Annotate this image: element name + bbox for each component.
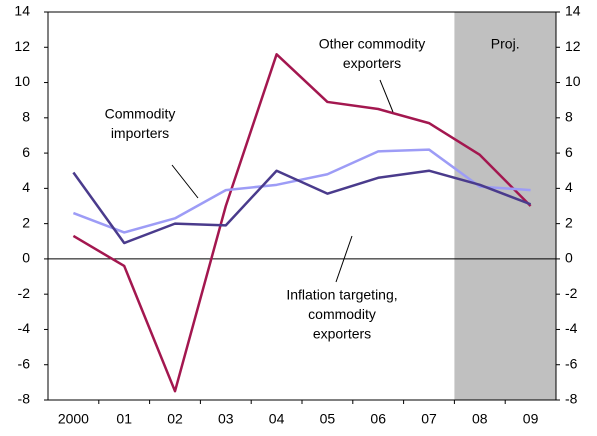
plot-background	[48, 12, 556, 400]
y2-tick-label: 2	[565, 214, 573, 230]
leader-line	[171, 164, 199, 199]
y2-tick-label: -4	[565, 320, 578, 336]
y-tick-label: 8	[22, 109, 30, 125]
x-tick-label: 03	[218, 411, 234, 427]
y-tick-label: 14	[14, 3, 30, 19]
y-tick-label: -8	[18, 391, 31, 407]
y2-tick-label: -2	[565, 285, 578, 301]
projection-shade	[454, 12, 556, 400]
series-lines	[72, 53, 532, 393]
series-line	[72, 53, 532, 393]
y2-tick-label: 14	[565, 3, 581, 19]
y-tick-label: -6	[18, 355, 31, 371]
x-tick-label: 06	[370, 411, 386, 427]
y2-tick-label: 10	[565, 73, 581, 89]
series-line	[72, 169, 532, 245]
y2-tick-label: 8	[565, 109, 573, 125]
leader-line	[335, 235, 353, 283]
leader-line	[379, 79, 394, 113]
y2-tick-label: 12	[565, 38, 581, 54]
series-label: Other commodity	[319, 36, 426, 52]
x-tick-label: 04	[269, 411, 285, 427]
x-tick-label: 07	[421, 411, 437, 427]
projection-label: Proj.	[491, 36, 520, 52]
y-tick-label: 10	[14, 73, 30, 89]
series-label: Commodity	[105, 106, 176, 122]
x-tick-label: 05	[320, 411, 336, 427]
y-tick-label: 6	[22, 144, 30, 160]
series-label: exporters	[343, 55, 401, 71]
x-tick-label: 2000	[58, 411, 89, 427]
y-tick-label: 2	[22, 214, 30, 230]
y-tick-label: -4	[18, 320, 31, 336]
series-label: exporters	[313, 326, 371, 342]
x-tick-label: 02	[167, 411, 183, 427]
series-label: Inflation targeting,	[286, 287, 397, 303]
y-tick-label: 4	[22, 179, 30, 195]
x-tick-label: 08	[472, 411, 488, 427]
series-label: commodity	[308, 306, 376, 322]
y-tick-label: 0	[22, 250, 30, 266]
y-tick-label: 12	[14, 38, 30, 54]
y2-tick-label: 0	[565, 250, 573, 266]
y2-tick-label: 6	[565, 144, 573, 160]
y2-tick-label: -8	[565, 391, 578, 407]
series-label: importers	[111, 125, 169, 141]
y2-tick-label: -6	[565, 355, 578, 371]
series-line	[72, 148, 531, 234]
x-tick-label: 01	[116, 411, 132, 427]
y2-tick-label: 4	[565, 179, 573, 195]
y-tick-label: -2	[18, 285, 31, 301]
x-tick-label: 09	[523, 411, 539, 427]
